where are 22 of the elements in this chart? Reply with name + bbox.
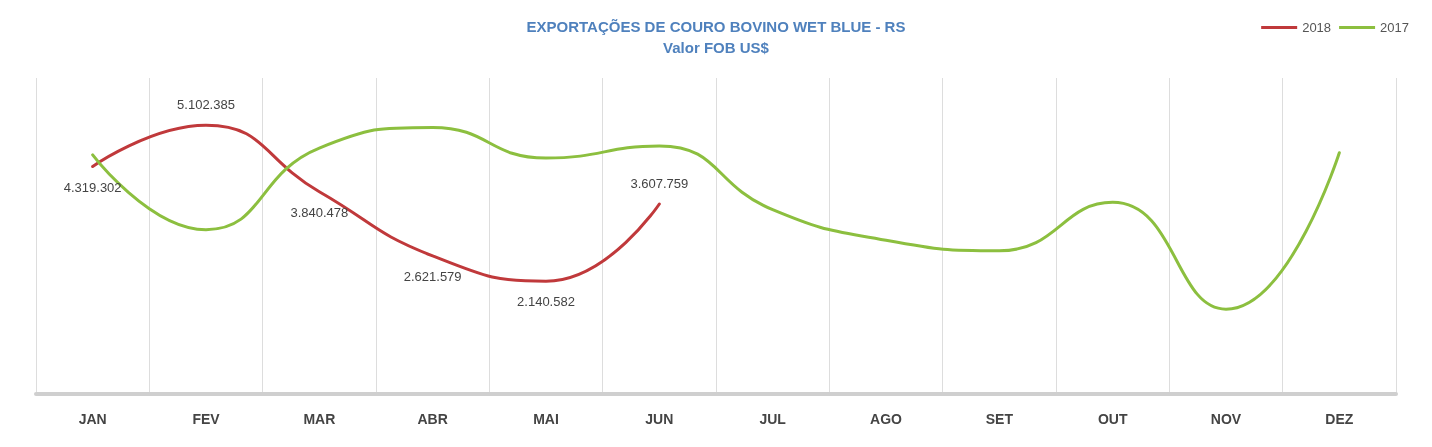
x-tick-label: JUN — [645, 411, 674, 427]
x-tick-label: MAI — [533, 411, 559, 427]
data-label: 3.607.759 — [630, 175, 689, 191]
x-tick-label: JUL — [759, 411, 787, 427]
x-tick-label: OUT — [1097, 411, 1128, 427]
x-tick-label: ABR — [417, 411, 448, 427]
x-tick-label: SET — [985, 411, 1014, 427]
x-tick-label: JAN — [78, 411, 107, 427]
legend-label: 2017 — [1380, 20, 1409, 35]
x-tick-label: FEV — [192, 411, 221, 427]
legend-label: 2018 — [1302, 20, 1332, 35]
x-tick-label: DEZ — [1325, 411, 1354, 427]
data-label: 2.621.579 — [403, 268, 462, 284]
x-tick-label: AGO — [870, 411, 903, 427]
chart-subtitle: Valor FOB US$ — [663, 39, 770, 56]
data-label: 4.319.302 — [63, 179, 122, 195]
x-tick-label: NOV — [1210, 411, 1242, 427]
data-label: 3.840.478 — [290, 204, 349, 220]
x-tick-label: MAR — [303, 411, 336, 427]
data-label: 2.140.582 — [517, 294, 575, 310]
chart-title: EXPORTAÇÕES DE COURO BOVINO WET BLUE - RS — [526, 18, 906, 35]
data-label: 5.102.385 — [177, 97, 235, 113]
